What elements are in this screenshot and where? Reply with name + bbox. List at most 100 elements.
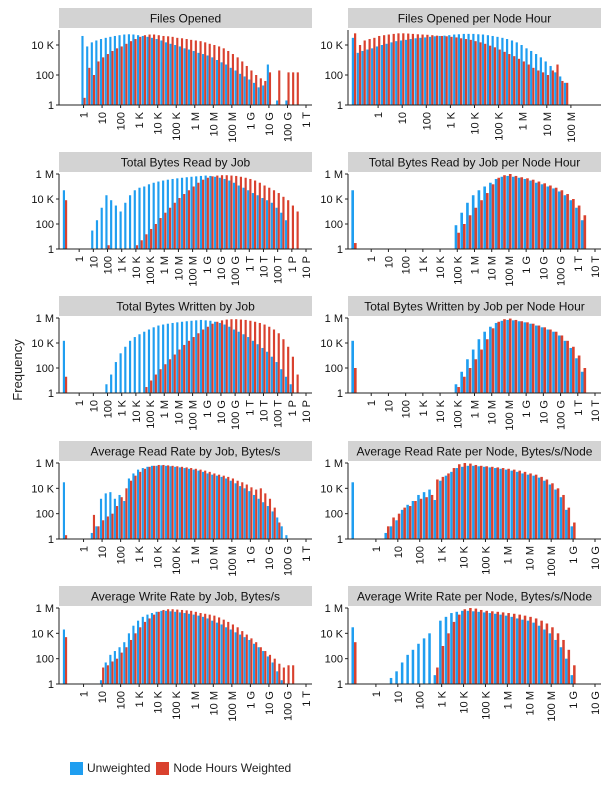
bar-unweighted — [262, 502, 265, 539]
bar-unweighted — [261, 198, 264, 249]
x-tick-label: 1 — [79, 112, 91, 118]
bar-weighted — [218, 617, 221, 684]
x-tick-label: 1 — [74, 256, 86, 262]
bar-weighted — [447, 633, 450, 684]
bar-unweighted — [417, 494, 420, 539]
bar-weighted — [218, 474, 221, 539]
bar-weighted — [526, 178, 529, 249]
bar-weighted — [554, 187, 558, 249]
bar-weighted — [551, 483, 554, 539]
bar-weighted — [157, 611, 160, 684]
x-tick-label: 10 G — [538, 400, 550, 424]
bar-unweighted — [123, 34, 126, 105]
bar-unweighted — [127, 34, 130, 106]
bar-weighted — [378, 35, 381, 105]
bar-weighted — [202, 329, 205, 393]
x-tick-label: 1 — [371, 691, 383, 697]
y-tick-label: 1 M — [325, 169, 343, 181]
bar-weighted — [65, 376, 68, 393]
x-tick-label: 100 K — [145, 255, 157, 284]
bar-weighted — [561, 80, 564, 105]
bar-weighted — [263, 324, 266, 393]
y-tick-label: 10 K — [31, 40, 54, 52]
bar-weighted — [526, 322, 529, 393]
bar-unweighted — [138, 187, 141, 249]
bar-weighted — [452, 621, 456, 684]
x-tick-label: 100 K — [494, 111, 506, 140]
bar-weighted — [204, 470, 207, 539]
bar-weighted — [264, 80, 267, 105]
bar-unweighted — [223, 324, 226, 393]
bar-weighted — [145, 234, 148, 249]
bar-weighted — [543, 183, 546, 249]
x-tick-label: 10 M — [173, 400, 185, 424]
bar-weighted — [463, 376, 466, 393]
bar-unweighted — [472, 33, 475, 105]
bar-unweighted — [118, 647, 121, 684]
bar-weighted — [268, 654, 272, 684]
bar-unweighted — [174, 466, 177, 539]
x-tick-label: 100 M — [546, 691, 558, 722]
bar-weighted — [507, 468, 510, 539]
panel-title: Average Write Rate by Job, Bytes/s — [91, 590, 280, 604]
bar-weighted — [508, 174, 512, 249]
bar-unweighted — [552, 331, 555, 393]
x-tick-label: 1 — [371, 546, 383, 552]
bar-unweighted — [361, 50, 364, 105]
bar-weighted — [178, 198, 181, 249]
bar-weighted — [493, 47, 496, 105]
bar-weighted — [250, 70, 253, 105]
x-tick-label: 100 M — [227, 546, 239, 577]
legend-label-unweighted: Unweighted — [87, 761, 151, 775]
bar-weighted — [529, 473, 532, 539]
bar-weighted — [272, 190, 276, 249]
y-tick-label: 1 — [48, 244, 54, 256]
bar-unweighted — [95, 220, 99, 249]
x-tick-label: 1 K — [134, 545, 146, 562]
bar-unweighted — [155, 39, 158, 105]
bar-unweighted — [220, 624, 223, 684]
bar-weighted — [517, 58, 521, 105]
bar-unweighted — [252, 643, 256, 684]
bar-unweighted — [225, 627, 228, 684]
bar-weighted — [225, 175, 228, 249]
bar-weighted — [173, 354, 176, 393]
bar-weighted — [173, 202, 176, 249]
bar-unweighted — [486, 35, 490, 106]
bar-unweighted — [234, 483, 237, 539]
bar-weighted — [185, 467, 188, 539]
bar-unweighted — [160, 40, 163, 106]
bar-weighted — [83, 97, 86, 105]
bar-unweighted — [152, 327, 155, 393]
bar-weighted — [199, 469, 202, 539]
bar-weighted — [153, 465, 156, 539]
bar-weighted — [503, 51, 506, 105]
bar-unweighted — [494, 613, 497, 684]
x-tick-label: 1 G — [245, 691, 257, 709]
bar-unweighted — [444, 616, 448, 684]
bar-unweighted — [356, 52, 359, 105]
bar-unweighted — [143, 186, 146, 249]
bar-weighted — [129, 480, 133, 539]
bar-unweighted — [174, 611, 177, 684]
bar-weighted — [287, 200, 290, 249]
bar-weighted — [549, 185, 552, 249]
x-tick-label: 100 K — [171, 545, 183, 574]
bar-unweighted — [197, 615, 200, 684]
bar-weighted — [430, 494, 434, 539]
bar-unweighted — [81, 35, 84, 105]
bar-unweighted — [523, 322, 527, 393]
bar-unweighted — [146, 614, 149, 684]
bar-unweighted — [438, 35, 441, 105]
panel-4: Total Bytes Written by Job 1 100 10 K 1 M 1 1 … — [31, 296, 313, 431]
bar-unweighted — [526, 474, 530, 539]
bar-unweighted — [252, 82, 256, 105]
panel-title: Average Write Rate per Node, Bytes/s/Nod… — [357, 590, 592, 604]
bar-weighted — [545, 479, 549, 539]
bar-unweighted — [204, 175, 207, 249]
bar-unweighted — [477, 611, 480, 684]
bar-weighted — [220, 320, 224, 393]
bar-unweighted — [234, 632, 237, 684]
x-tick-label: 10 T — [590, 400, 602, 422]
bar-weighted — [463, 224, 466, 249]
